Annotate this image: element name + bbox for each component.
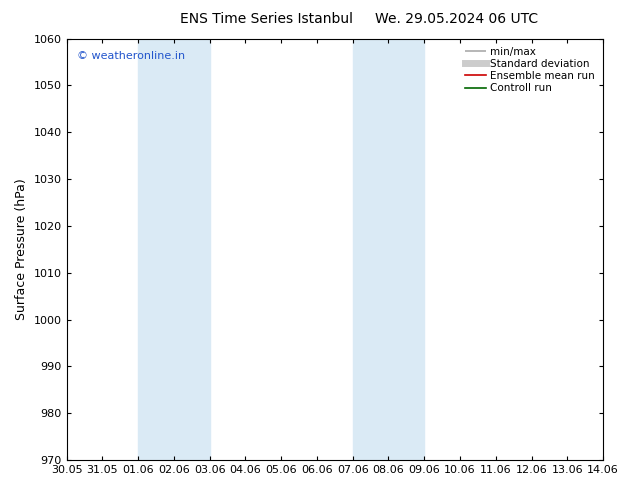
Bar — [353, 39, 424, 460]
Text: ENS Time Series Istanbul: ENS Time Series Istanbul — [180, 12, 353, 26]
Y-axis label: Surface Pressure (hPa): Surface Pressure (hPa) — [15, 178, 28, 320]
Text: © weatheronline.in: © weatheronline.in — [77, 51, 185, 61]
Bar — [138, 39, 210, 460]
Text: We. 29.05.2024 06 UTC: We. 29.05.2024 06 UTC — [375, 12, 538, 26]
Legend: min/max, Standard deviation, Ensemble mean run, Controll run: min/max, Standard deviation, Ensemble me… — [462, 44, 598, 97]
